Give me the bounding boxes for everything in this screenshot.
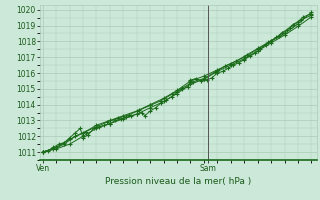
X-axis label: Pression niveau de la mer( hPa ): Pression niveau de la mer( hPa ) (105, 177, 252, 186)
